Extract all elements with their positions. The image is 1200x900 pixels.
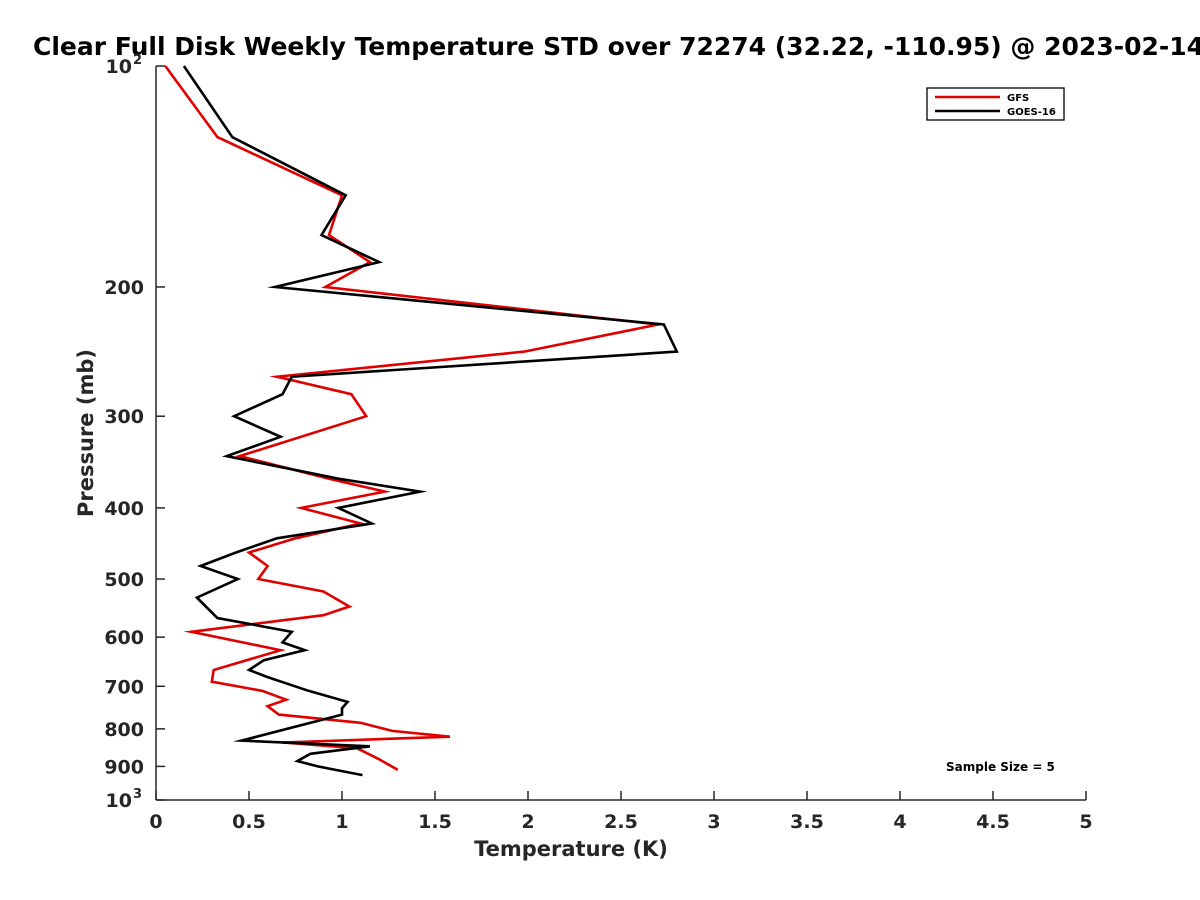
x-tick-label: 1	[335, 811, 348, 833]
x-tick-label: 4	[893, 811, 906, 833]
x-tick-label: 3	[707, 811, 720, 833]
x-tick-label: 1.5	[418, 811, 452, 833]
y-tick-label: 200	[104, 277, 144, 299]
x-tick-label: 2.5	[604, 811, 638, 833]
y-tick-label-power: 10 2	[106, 53, 143, 78]
axes	[155, 66, 1086, 801]
y-tick-label: 600	[104, 627, 144, 649]
x-tick-label: 0.5	[232, 811, 266, 833]
x-axis-label: Temperature (K)	[474, 837, 668, 861]
series-line-gfs	[164, 65, 667, 772]
x-tick-label: 0	[149, 811, 162, 833]
legend-label: GFS	[1007, 93, 1029, 104]
y-tick-label-power: 10 3	[106, 787, 143, 812]
x-tick-label: 2	[521, 811, 534, 833]
series-lines	[164, 65, 679, 777]
y-axis-label: Pressure (mb)	[74, 349, 98, 517]
legend-box	[926, 87, 1065, 121]
x-tick-label: 3.5	[790, 811, 824, 833]
sample-size-annotation: Sample Size = 5	[946, 760, 1055, 774]
y-tick-exponent: 3	[133, 787, 142, 802]
annotation-group: Sample Size = 5	[946, 760, 1055, 774]
y-tick-base: 10	[106, 56, 132, 78]
y-tick-exponent: 2	[133, 53, 142, 68]
chart-title: Clear Full Disk Weekly Temperature STD o…	[33, 32, 1200, 61]
y-tick-label: 800	[104, 719, 144, 741]
y-tick-label: 900	[104, 756, 144, 778]
y-tick-label: 700	[104, 676, 144, 698]
legend: GFS GOES-16	[926, 87, 1065, 121]
x-tick-label: 5	[1079, 811, 1092, 833]
y-tick-base: 10	[106, 790, 132, 812]
x-tick-label: 4.5	[976, 811, 1010, 833]
x-axis-ticks: 0 0.5 1 1.5 2 2.5 3 3.5 4 4.5 5 Temperature (K)	[149, 791, 1093, 861]
y-tick-label: 300	[104, 406, 144, 428]
series-line-goes-16	[182, 65, 679, 777]
legend-label: GOES-16	[1007, 107, 1056, 118]
y-tick-label: 500	[104, 569, 144, 591]
y-tick-label: 400	[104, 498, 144, 520]
chart-title-group: Clear Full Disk Weekly Temperature STD o…	[33, 32, 1200, 61]
